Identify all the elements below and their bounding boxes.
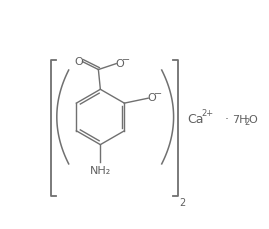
Text: −: − xyxy=(154,89,162,99)
Text: Ca: Ca xyxy=(187,113,204,126)
Text: O: O xyxy=(148,93,157,103)
Text: O: O xyxy=(116,58,125,68)
Text: 2: 2 xyxy=(179,197,186,207)
Text: O: O xyxy=(249,114,257,124)
Text: 7H: 7H xyxy=(232,114,247,124)
Text: 2+: 2+ xyxy=(201,108,213,117)
Text: NH₂: NH₂ xyxy=(90,166,111,176)
Text: O: O xyxy=(74,56,83,66)
Text: 2: 2 xyxy=(245,118,250,127)
Text: ·: · xyxy=(225,113,229,126)
Text: −: − xyxy=(122,55,130,64)
